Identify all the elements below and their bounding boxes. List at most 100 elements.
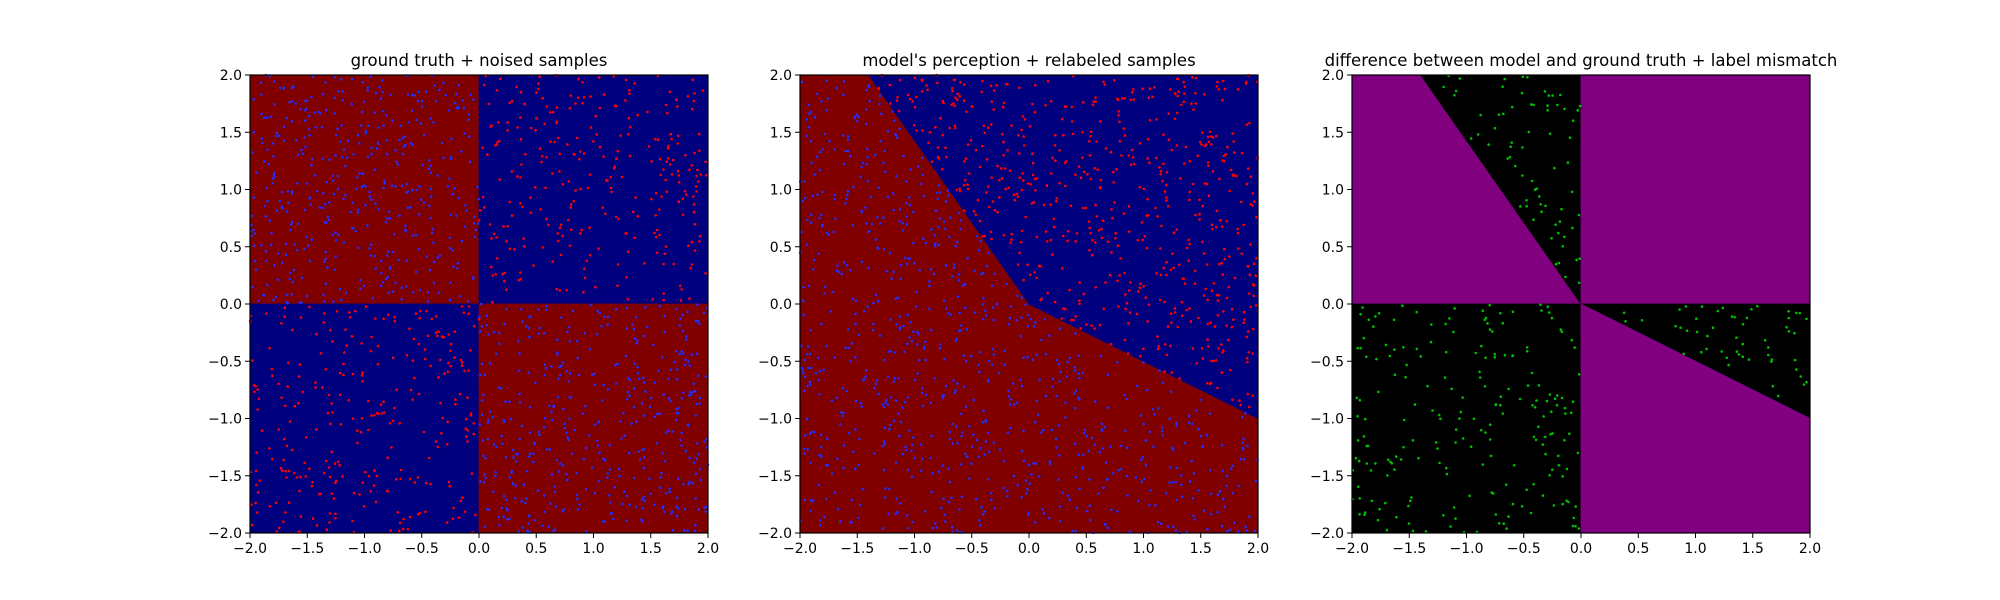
panel-1-series-2-point [511, 448, 515, 452]
panel-2-series-2-point [920, 391, 924, 395]
panel-1-series-1-point [425, 309, 428, 313]
panel-1-series-2-point [584, 404, 587, 408]
panel-2-series-1-point [993, 208, 997, 212]
panel-1-series-2-point [406, 93, 410, 96]
panel-2-series-1-point [969, 139, 973, 142]
panel-1-series-1-point [627, 132, 630, 136]
panel-2-series-2-point [807, 125, 811, 129]
panel-2-series-1-point [1096, 168, 1099, 171]
panel-3-series-1-point [1479, 113, 1482, 117]
panel-1-series-1-point [409, 388, 413, 392]
panel-3-series-1-point [1527, 130, 1531, 134]
panel-2-series-2-point [806, 448, 809, 451]
panel-2-series-1-point [981, 235, 984, 238]
panel-2-series-2-point [814, 371, 817, 375]
panel-1-series-2-point [561, 509, 564, 513]
panel-1-series-2-point [485, 323, 489, 327]
panel-2-series-2-point [1180, 495, 1184, 499]
panel-2-series-2-point [1074, 332, 1077, 335]
panel-2-series-1-point [1117, 305, 1120, 308]
panel-1-series-2-point [502, 515, 505, 518]
panel-2-series-1-point [1169, 312, 1173, 315]
panel-2-series-2-point [968, 425, 971, 428]
panel-2-series-2-point [826, 464, 830, 467]
panel-2-series-2-point [937, 184, 940, 187]
panel-2-series-1-point [1194, 213, 1197, 217]
panel-2-series-2-point [876, 216, 879, 219]
panel-2-series-1-point [1156, 215, 1159, 218]
panel-2-series-2-point [950, 496, 953, 500]
panel-2-series-2-point [817, 252, 821, 256]
panel-1-series-2-point [585, 530, 588, 533]
panel-2-series-2-point [1160, 426, 1164, 429]
x-tick-label: −0.5 [405, 541, 439, 557]
panel-2-series-1-point [1138, 286, 1142, 289]
panel-2-series-2-point [1154, 504, 1157, 507]
panel-2-series-2-point [895, 497, 898, 500]
panel-1-series-2-point [394, 185, 397, 188]
panel-1-series-1-point [503, 271, 506, 275]
panel-1-series-1-point [362, 505, 366, 508]
panel-1-series-1-point [519, 202, 522, 205]
panel-1-series-2-point [331, 233, 335, 237]
panel-1-series-1-point [304, 475, 308, 478]
panel-1-series-2-point [400, 286, 404, 289]
panel-1-series-2-point [554, 505, 558, 508]
panel-1-series-1-point [495, 257, 499, 260]
panel-1-series-2-point [285, 210, 289, 213]
panel-1-series-1-point [501, 272, 504, 276]
panel-2-series-2-point [1044, 353, 1048, 356]
panel-1-series-1-point [470, 472, 474, 475]
panel-1-series-2-point [377, 142, 380, 146]
panel-2-series-1-point [1226, 145, 1229, 149]
panel-1-series-2-point [278, 134, 281, 137]
panel-2-series-2-point [1231, 464, 1235, 468]
panel-1-series-1-point [670, 173, 674, 176]
panel-1-series-1-point [692, 203, 696, 206]
panel-3-series-1-point [1358, 398, 1362, 402]
panel-1-series-2-point [509, 417, 513, 421]
panel-2-series-2-point [839, 411, 843, 414]
panel-3-series-1-point [1377, 312, 1381, 315]
panel-1-series-2-point [304, 145, 307, 149]
panel-2-series-2-point [983, 510, 986, 513]
panel-3-series-1-point [1547, 94, 1551, 97]
panel-1-series-2-point [582, 457, 586, 461]
panel-3-series-1-point [1437, 413, 1441, 417]
panel-1-series-1-point [574, 102, 577, 105]
panel-1-series-1-point [287, 361, 290, 365]
panel-2-series-1-point [1089, 130, 1093, 134]
panel-2-series-1-point [1239, 403, 1242, 407]
panel-2-series-2-point [1120, 444, 1123, 448]
y-tick-label: 2.0 [1322, 68, 1344, 84]
panel-2-series-1-point [1112, 170, 1115, 174]
panel-2-series-1-point [1206, 298, 1209, 302]
panel-2-series-1-point [1201, 357, 1205, 360]
panel-2-series-2-point [803, 498, 807, 502]
panel-3-series-1-point [1413, 403, 1417, 406]
panel-2-series-1-point [1209, 321, 1212, 324]
panel-2-series-1-point [1207, 164, 1210, 168]
panel-2-series-1-point [1035, 235, 1039, 239]
panel-1-series-2-point [550, 418, 554, 422]
panel-2-series-2-point [845, 197, 848, 201]
panel-2-series-1-point [1214, 134, 1218, 138]
panel-2-series-2-point [1055, 395, 1058, 398]
panel-1-series-2-point [565, 472, 568, 476]
panel-2-series-2-point [885, 270, 889, 273]
panel-2-series-2-point [875, 379, 879, 382]
panel-1-series-1-point [508, 200, 512, 204]
panel-1-series-2-point [411, 143, 414, 146]
panel-2-series-1-point [1221, 310, 1225, 313]
panel-2-series-2-point [879, 139, 882, 143]
panel-1-series-1-point [268, 346, 271, 350]
panel-3-series-1-point [1541, 443, 1545, 446]
panel-2-series-1-point [1249, 243, 1252, 246]
panel-2-series-2-point [935, 191, 939, 195]
panel-1-region-3 [249, 303, 480, 534]
panel-2-series-2-point [923, 510, 927, 513]
panel-1-series-1-point [322, 471, 326, 475]
panel-2-series-2-point [1100, 428, 1104, 431]
panel-2-series-1-point [1093, 166, 1096, 170]
panel-3-series-1-point [1538, 195, 1541, 198]
